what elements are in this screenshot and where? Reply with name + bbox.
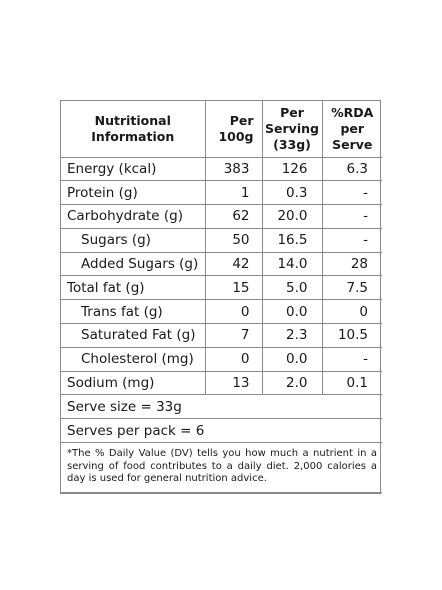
rda-value: 0.1 [321, 370, 382, 396]
per-100g-value: 0 [204, 346, 263, 372]
per-serving-value: 0.3 [261, 180, 323, 206]
per-serving-value: 2.3 [261, 323, 323, 348]
per-100g-value: 1 [204, 180, 263, 206]
footnote: *The % Daily Value (DV) tells you how mu… [61, 442, 382, 493]
per-100g-value: 42 [204, 251, 263, 277]
nutrient-label: Cholesterol (mg) [61, 346, 206, 372]
serve-size-row: Serve size = 33g [61, 394, 382, 420]
rda-value: 7.5 [321, 275, 382, 301]
footnote-row: *The % Daily Value (DV) tells you how mu… [61, 442, 382, 493]
rda-value: 10.5 [321, 323, 382, 348]
per-serving-value: 0.0 [261, 299, 323, 325]
header-rda: %RDA per Serve [321, 101, 382, 158]
nutrient-label: Sodium (mg) [61, 370, 206, 396]
per-100g-value: 15 [204, 275, 263, 301]
nutrient-label: Protein (g) [61, 180, 206, 206]
nutrient-label: Added Sugars (g) [61, 251, 206, 277]
table-row: Sodium (mg) 13 2.0 0.1 [61, 370, 382, 396]
table-row: Sugars (g) 50 16.5 - [61, 227, 382, 253]
table-row: Saturated Fat (g) 7 2.3 10.5 [61, 323, 382, 348]
nutrient-label: Carbohydrate (g) [61, 204, 206, 229]
rda-value: - [321, 346, 382, 372]
nutrient-label: Saturated Fat (g) [61, 323, 206, 348]
nutrient-label: Trans fat (g) [61, 299, 206, 325]
per-100g-value: 0 [204, 299, 263, 325]
rda-value: - [321, 227, 382, 253]
per-100g-value: 7 [204, 323, 263, 348]
table-row: Carbohydrate (g) 62 20.0 - [61, 204, 382, 229]
nutrient-label: Sugars (g) [61, 227, 206, 253]
table-row: Energy (kcal) 383 126 6.3 [61, 156, 382, 182]
per-serving-value: 14.0 [261, 251, 323, 277]
rda-value: 6.3 [321, 156, 382, 182]
per-100g-value: 50 [204, 227, 263, 253]
per-serving-value: 0.0 [261, 346, 323, 372]
per-serving-value: 5.0 [261, 275, 323, 301]
nutrient-label: Energy (kcal) [61, 156, 206, 182]
header-per-100g: Per 100g [204, 101, 263, 158]
per-serving-value: 20.0 [261, 204, 323, 229]
nutrition-facts-panel: Nutritional Information Per 100g Per Ser… [60, 100, 382, 494]
rda-value: - [321, 180, 382, 206]
per-serving-value: 16.5 [261, 227, 323, 253]
header-per-serving: Per Serving (33g) [261, 101, 323, 158]
serves-per-pack: Serves per pack = 6 [61, 418, 382, 444]
table-row: Total fat (g) 15 5.0 7.5 [61, 275, 382, 301]
per-100g-value: 13 [204, 370, 263, 396]
header-nutrient: Nutritional Information [61, 101, 206, 158]
per-100g-value: 383 [204, 156, 263, 182]
per-serving-value: 126 [261, 156, 323, 182]
per-serving-value: 2.0 [261, 370, 323, 396]
serves-per-pack-row: Serves per pack = 6 [61, 418, 382, 444]
table-row: Cholesterol (mg) 0 0.0 - [61, 346, 382, 372]
nutrition-table: Nutritional Information Per 100g Per Ser… [61, 101, 382, 493]
per-100g-value: 62 [204, 204, 263, 229]
rda-value: 28 [321, 251, 382, 277]
header-row: Nutritional Information Per 100g Per Ser… [61, 101, 382, 158]
serve-size: Serve size = 33g [61, 394, 382, 420]
rda-value: 0 [321, 299, 382, 325]
table-row: Protein (g) 1 0.3 - [61, 180, 382, 206]
nutrient-label: Total fat (g) [61, 275, 206, 301]
rda-value: - [321, 204, 382, 229]
table-row: Added Sugars (g) 42 14.0 28 [61, 251, 382, 277]
table-row: Trans fat (g) 0 0.0 0 [61, 299, 382, 325]
